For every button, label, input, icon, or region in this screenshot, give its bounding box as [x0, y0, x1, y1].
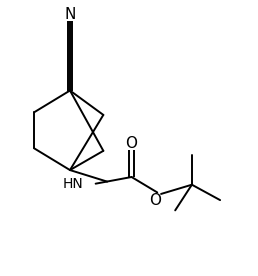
Text: HN: HN — [62, 177, 83, 191]
Text: O: O — [126, 136, 138, 151]
Text: O: O — [149, 193, 161, 208]
Text: N: N — [64, 7, 76, 22]
